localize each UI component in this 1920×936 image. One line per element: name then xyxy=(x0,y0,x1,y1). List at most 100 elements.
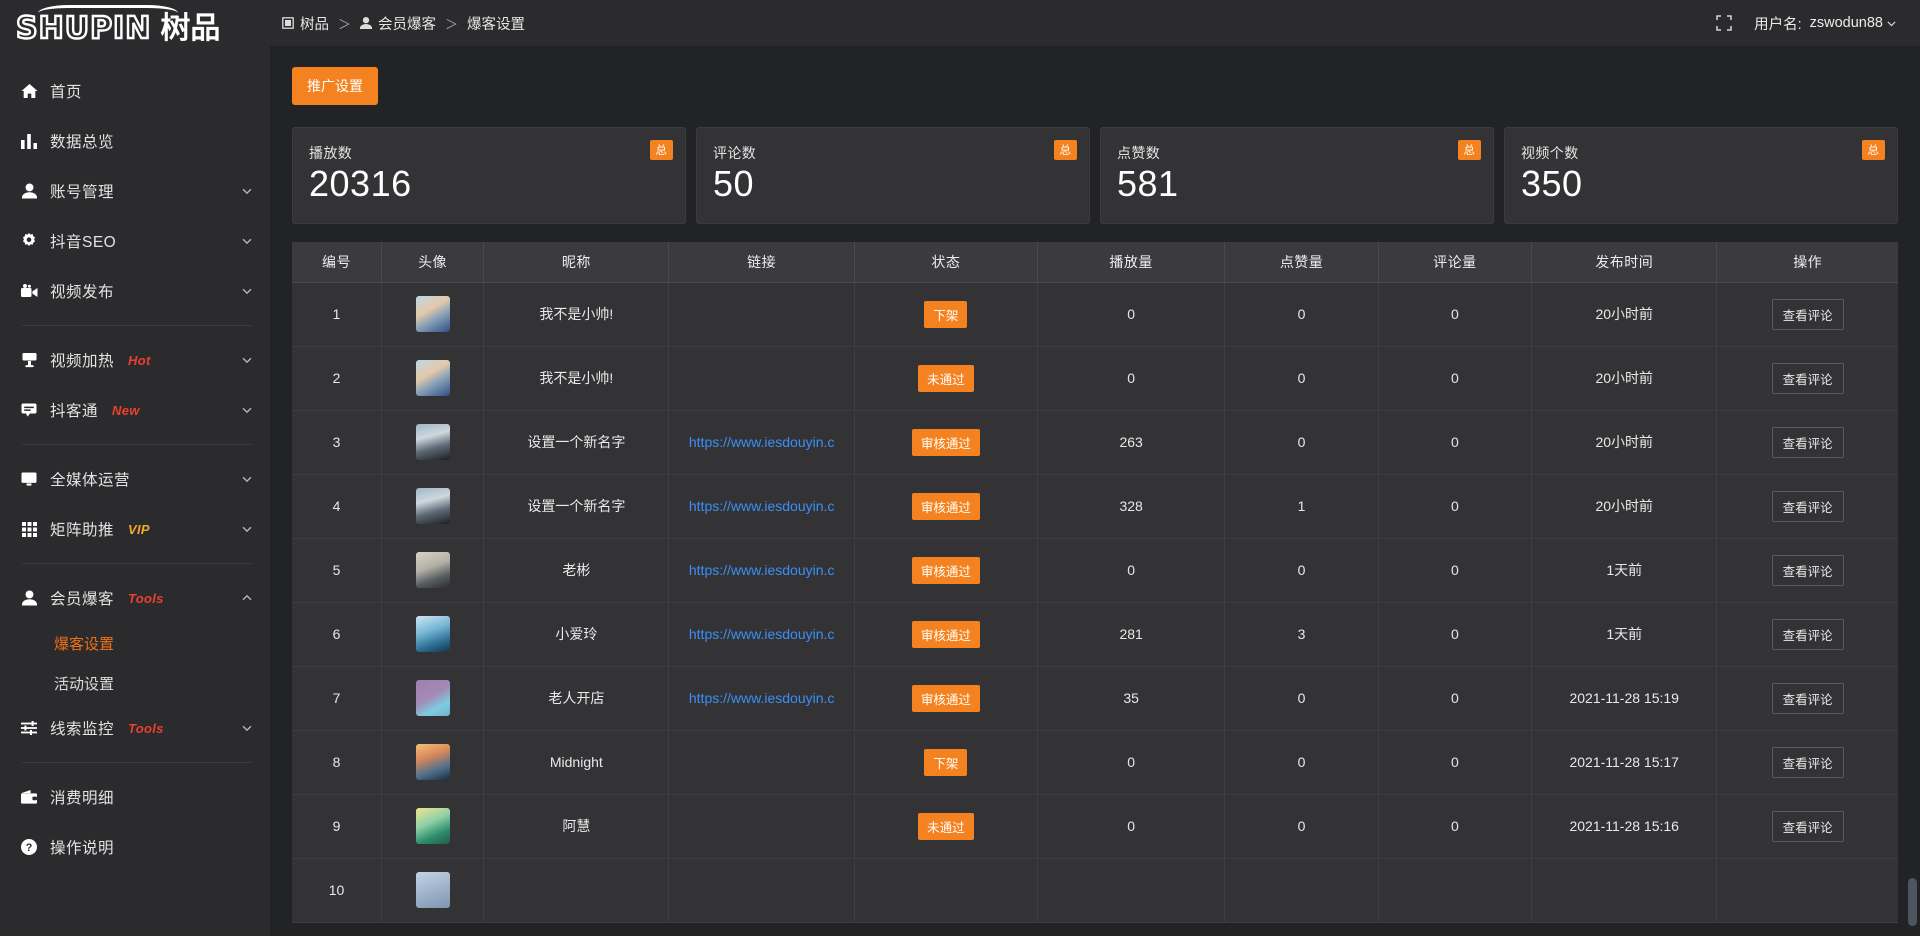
cell-likes: 0 xyxy=(1224,794,1379,859)
publish-time: 20小时前 xyxy=(1595,434,1654,450)
cell-actions[interactable] xyxy=(1716,858,1898,923)
likes-count: 0 xyxy=(1297,370,1306,386)
cell-likes: 0 xyxy=(1224,730,1379,795)
cell-actions[interactable]: 查看评论 xyxy=(1716,794,1898,859)
sidebar-item-home[interactable]: 首页 xyxy=(0,66,270,116)
user-menu[interactable]: 用户名: zswodun88 xyxy=(1754,13,1898,34)
view-comments-button[interactable]: 查看评论 xyxy=(1771,362,1844,394)
sidebar-item-consumption-detail[interactable]: 消费明细 xyxy=(0,772,270,822)
video-link[interactable]: https://www.iesdouyin.c xyxy=(688,626,835,642)
stat-card-value: 20316 xyxy=(309,163,412,204)
cell-actions[interactable]: 查看评论 xyxy=(1716,730,1898,795)
cell-actions[interactable]: 查看评论 xyxy=(1716,410,1898,475)
cell-link xyxy=(668,346,855,411)
sidebar-subitem-activity-settings[interactable]: 活动设置 xyxy=(0,663,270,703)
svg-text:?: ? xyxy=(26,842,33,854)
row-id: 4 xyxy=(332,498,341,514)
stat-card-badge: 总 xyxy=(1053,140,1077,160)
view-comments-button[interactable]: 查看评论 xyxy=(1771,554,1844,586)
sidebar-subitem-baoke-settings[interactable]: 爆客设置 xyxy=(0,623,270,663)
view-comments-button[interactable]: 查看评论 xyxy=(1771,618,1844,650)
cell-actions[interactable]: 查看评论 xyxy=(1716,602,1898,667)
sidebar-item-tag: New xyxy=(112,402,140,418)
cell-status xyxy=(854,858,1038,923)
cell-actions[interactable]: 查看评论 xyxy=(1716,666,1898,731)
plays-count: 328 xyxy=(1119,498,1143,514)
video-link[interactable]: https://www.iesdouyin.c xyxy=(688,562,835,578)
sidebar-item-instructions[interactable]: ? 操作说明 xyxy=(0,822,270,872)
brand-logo[interactable]: SHUPIN 树品 xyxy=(0,0,270,58)
comments-count: 0 xyxy=(1451,818,1459,834)
cell-plays: 281 xyxy=(1037,602,1226,667)
video-link[interactable]: https://www.iesdouyin.c xyxy=(688,690,835,706)
sidebar-item-omni-media[interactable]: 全媒体运营 xyxy=(0,454,270,504)
comments-count: 0 xyxy=(1451,626,1459,642)
main-area: 树品 ＞ 会员爆客 ＞ 爆客设置 用户名: xyxy=(270,0,1920,936)
cell-link[interactable]: https://www.iesdouyin.c xyxy=(668,602,855,667)
view-comments-button[interactable]: 查看评论 xyxy=(1771,810,1844,842)
sidebar-item-douyin-seo[interactable]: 抖音SEO xyxy=(0,216,270,266)
cell-id: 4 xyxy=(292,474,382,539)
cell-link[interactable]: https://www.iesdouyin.c xyxy=(668,538,855,603)
avatar xyxy=(415,552,450,588)
sidebar-item-member-baoke[interactable]: 会员爆客 Tools xyxy=(0,573,270,623)
cell-nickname: 我不是小帅! xyxy=(483,282,670,347)
status-badge: 审核通过 xyxy=(911,428,980,456)
view-comments-button[interactable]: 查看评论 xyxy=(1771,426,1844,458)
vertical-scrollbar-thumb[interactable] xyxy=(1908,878,1917,926)
column-header-comments: 评论量 xyxy=(1378,242,1533,283)
sidebar-item-douketong[interactable]: 抖客通 New xyxy=(0,385,270,435)
row-id: 7 xyxy=(332,690,341,706)
cell-actions[interactable]: 查看评论 xyxy=(1716,474,1898,539)
likes-count: 0 xyxy=(1297,754,1306,770)
avatar xyxy=(415,360,450,396)
cell-link[interactable]: https://www.iesdouyin.c xyxy=(668,474,855,539)
video-camera-icon xyxy=(18,281,40,301)
nickname: Midnight xyxy=(549,754,603,770)
video-link[interactable]: https://www.iesdouyin.c xyxy=(688,434,835,450)
column-header-status: 状态 xyxy=(854,242,1038,283)
table-row: 4 设置一个新名字 https://www.iesdouyin.c 审核通过 328 1 0… xyxy=(292,474,1898,539)
fullscreen-icon[interactable] xyxy=(1716,15,1732,31)
table-row: 10 xyxy=(292,858,1898,923)
avatar xyxy=(415,424,450,460)
view-comments-button[interactable]: 查看评论 xyxy=(1771,298,1844,330)
sidebar-item-label: 抖音SEO xyxy=(50,234,117,251)
plays-count: 0 xyxy=(1127,370,1136,386)
sidebar-item-video-publish[interactable]: 视频发布 xyxy=(0,266,270,316)
stat-card-label: 点赞数 xyxy=(1117,145,1161,161)
publish-time: 2021-11-28 15:17 xyxy=(1569,754,1679,770)
table-row: 8 Midnight 下架 0 0 0 2021-11-28 15:17 查看评论 xyxy=(292,730,1898,795)
row-id: 10 xyxy=(328,882,345,898)
row-id: 8 xyxy=(332,754,341,770)
cell-link[interactable]: https://www.iesdouyin.c xyxy=(668,410,855,475)
cell-likes: 3 xyxy=(1224,602,1379,667)
publish-time: 1天前 xyxy=(1606,626,1643,642)
cell-actions[interactable]: 查看评论 xyxy=(1716,538,1898,603)
cell-nickname: Midnight xyxy=(483,730,670,795)
sidebar-item-lead-monitor[interactable]: 线索监控 Tools xyxy=(0,703,270,753)
row-id: 6 xyxy=(332,626,341,642)
breadcrumb-item-root[interactable]: 树品 xyxy=(282,13,329,34)
video-link[interactable]: https://www.iesdouyin.c xyxy=(688,498,835,514)
publish-time: 20小时前 xyxy=(1595,306,1654,322)
cell-link xyxy=(668,730,855,795)
chevron-down-icon xyxy=(240,184,254,198)
sidebar-item-video-boost[interactable]: 视频加热 Hot xyxy=(0,335,270,385)
view-comments-button[interactable]: 查看评论 xyxy=(1771,682,1844,714)
sidebar-item-account-management[interactable]: 账号管理 xyxy=(0,166,270,216)
cell-publish-time: 20小时前 xyxy=(1531,282,1718,347)
sidebar-item-data-overview[interactable]: 数据总览 xyxy=(0,116,270,166)
nickname: 老人开店 xyxy=(548,690,605,706)
cell-publish-time: 20小时前 xyxy=(1531,346,1718,411)
cell-actions[interactable]: 查看评论 xyxy=(1716,282,1898,347)
cell-publish-time: 20小时前 xyxy=(1531,410,1718,475)
cell-actions[interactable]: 查看评论 xyxy=(1716,346,1898,411)
breadcrumb-item-member-baoke[interactable]: 会员爆客 xyxy=(360,13,436,34)
cell-link[interactable]: https://www.iesdouyin.c xyxy=(668,666,855,731)
view-comments-button[interactable]: 查看评论 xyxy=(1771,746,1844,778)
view-comments-button[interactable]: 查看评论 xyxy=(1771,490,1844,522)
breadcrumb-label: 会员爆客 xyxy=(378,16,437,33)
sidebar-item-matrix-boost[interactable]: 矩阵助推 VIP xyxy=(0,504,270,554)
promo-settings-button[interactable]: 推广设置 xyxy=(292,67,378,105)
